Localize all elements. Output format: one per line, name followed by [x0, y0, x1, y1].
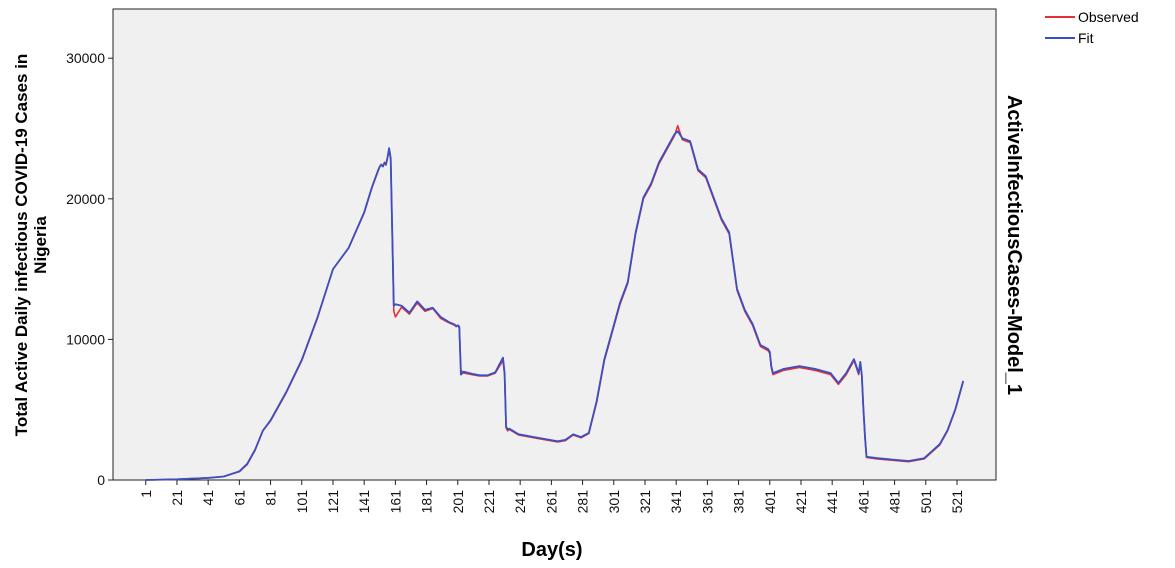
x-tick-label: 161 [387, 490, 403, 514]
x-tick-label: 1 [138, 490, 154, 498]
y-tick-label: 30000 [66, 50, 105, 66]
y-tick-label: 10000 [66, 331, 105, 347]
side-title: ActiveInfectiousCases-Model_1 [1003, 95, 1025, 395]
series-layer [145, 124, 965, 481]
y-axis-title-line-1: Total Active Daily infectious COVID-19 C… [12, 54, 31, 437]
x-tick-label: 201 [450, 490, 466, 514]
legend: Observed Fit [1045, 9, 1139, 46]
x-tick-label: 241 [512, 490, 528, 514]
x-axis-title: Day(s) [521, 539, 582, 561]
x-tick-label: 121 [325, 490, 341, 514]
x-tick-label: 521 [949, 490, 965, 514]
x-tick-label: 461 [855, 490, 871, 514]
x-tick-label: 421 [793, 490, 809, 514]
x-tick-label: 41 [200, 490, 216, 506]
x-tick-label: 21 [169, 490, 185, 506]
series-line-fit [145, 130, 965, 481]
x-tick-label: 261 [543, 490, 559, 514]
x-tick-label: 321 [637, 490, 653, 514]
y-tick-label: 0 [97, 472, 105, 488]
x-tick-label: 341 [668, 490, 684, 514]
x-axis: 1 21 41 61 81 101 121 141 161 181 201 221 241 261 281 3… [138, 480, 965, 513]
x-tick-label: 281 [575, 490, 591, 514]
x-tick-label: 381 [731, 490, 747, 514]
x-tick-label: 481 [887, 490, 903, 514]
x-tick-label: 81 [263, 490, 279, 506]
x-tick-label: 301 [606, 490, 622, 514]
x-tick-label: 361 [699, 490, 715, 514]
plot-area [112, 8, 997, 481]
x-tick-label: 141 [356, 490, 372, 514]
legend-label-fit: Fit [1078, 30, 1094, 46]
x-tick-label: 501 [918, 490, 934, 514]
y-axis-title: Total Active Daily infectious COVID-19 C… [12, 54, 50, 437]
y-tick-label: 20000 [66, 191, 105, 207]
x-tick-label: 401 [762, 490, 778, 514]
y-axis: 0 10000 20000 30000 [66, 50, 113, 488]
legend-label-observed: Observed [1078, 9, 1139, 25]
x-tick-label: 181 [419, 490, 435, 514]
x-tick-label: 101 [294, 490, 310, 514]
y-axis-title-line-2: Nigeria [31, 216, 50, 274]
x-tick-label: 441 [824, 490, 840, 514]
x-tick-label: 221 [481, 490, 497, 514]
x-tick-label: 61 [231, 490, 247, 506]
